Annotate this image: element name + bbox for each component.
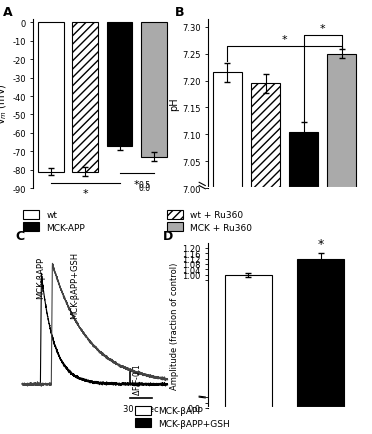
Text: *: * <box>134 180 140 190</box>
Bar <box>72 23 98 172</box>
Text: MCK-βAPP+GSH: MCK-βAPP+GSH <box>70 251 79 318</box>
Text: $\Delta$F/F-0.1: $\Delta$F/F-0.1 <box>131 362 142 395</box>
Y-axis label: pH: pH <box>169 97 179 111</box>
Bar <box>141 23 167 158</box>
Bar <box>38 23 64 172</box>
Text: 0.0: 0.0 <box>138 184 150 193</box>
Text: B: B <box>175 6 184 19</box>
Text: *: * <box>318 237 324 250</box>
Text: D: D <box>163 230 173 243</box>
Bar <box>107 23 132 146</box>
Text: *: * <box>82 189 88 199</box>
Y-axis label: Amplitude (fraction of control): Amplitude (fraction of control) <box>170 262 179 389</box>
Text: C: C <box>16 230 25 243</box>
Bar <box>297 260 344 408</box>
Legend: wt + Ru360, MCK + Ru360: wt + Ru360, MCK + Ru360 <box>167 210 252 232</box>
Bar <box>289 132 318 434</box>
Text: 0.5: 0.5 <box>138 181 150 190</box>
Legend: MCK-βAPP, MCK-βAPP+GSH: MCK-βAPP, MCK-βAPP+GSH <box>135 406 230 427</box>
Bar <box>213 73 242 434</box>
Text: A: A <box>3 6 13 19</box>
Text: *: * <box>282 35 288 45</box>
Bar <box>327 54 356 434</box>
Bar <box>251 84 280 434</box>
Y-axis label: V$_m$ (mV): V$_m$ (mV) <box>0 83 9 125</box>
Text: *: * <box>320 24 326 34</box>
Text: 30 msec: 30 msec <box>123 404 158 413</box>
Bar <box>225 275 272 408</box>
Text: MCK-βAPP: MCK-βAPP <box>36 256 45 298</box>
